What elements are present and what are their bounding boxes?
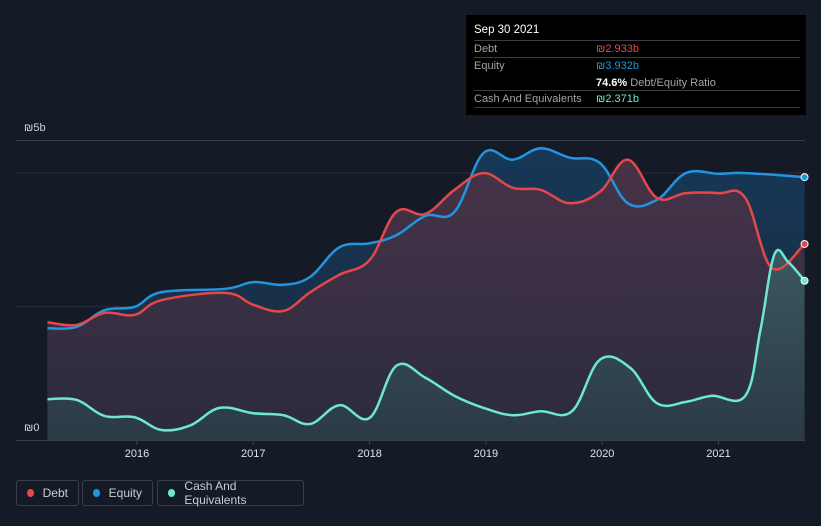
- tooltip: Sep 30 2021 Debt ₪2.933b Equity ₪3.932b …: [466, 15, 806, 115]
- equity-end-marker: [800, 173, 809, 182]
- legend-equity-label: Equity: [108, 486, 142, 500]
- cash-end-marker: [800, 276, 809, 285]
- tooltip-debt-label: Debt: [474, 43, 498, 55]
- tooltip-equity-row: Equity ₪3.932b 74.6% Debt/Equity Ratio: [474, 57, 800, 92]
- tooltip-ratio: 74.6% Debt/Equity Ratio: [596, 77, 716, 89]
- y-tick-zero: ₪0: [24, 422, 40, 434]
- legend-debt[interactable]: Debt: [16, 480, 79, 506]
- debt-end-marker: [800, 239, 809, 248]
- x-tick-label: 2017: [241, 448, 265, 460]
- debt-dot-icon: [27, 489, 34, 497]
- legend-cash-label: Cash And Equivalents: [184, 479, 247, 507]
- tooltip-cash-value: ₪2.371b: [596, 93, 639, 105]
- tooltip-date: Sep 30 2021: [474, 24, 540, 36]
- tooltip-cash-row: Cash And Equivalents ₪2.371b: [474, 90, 800, 108]
- tooltip-ratio-label: Debt/Equity Ratio: [630, 77, 716, 89]
- tooltip-equity-value: ₪3.932b: [596, 60, 639, 72]
- x-tick-label: 2019: [474, 448, 498, 460]
- debt-line: [47, 158, 806, 327]
- legend-cash[interactable]: Cash And Equivalents: [157, 479, 304, 507]
- x-tick-label: 2016: [125, 448, 149, 460]
- tooltip-equity-label: Equity: [474, 60, 505, 72]
- x-tick-label: 2021: [706, 448, 730, 460]
- legend-debt-label: Debt: [42, 486, 68, 500]
- cash-area: [47, 249, 805, 440]
- legend-equity[interactable]: Equity: [82, 480, 153, 506]
- tooltip-ratio-value: 74.6%: [596, 77, 628, 89]
- tooltip-debt-row: Debt ₪2.933b: [474, 40, 800, 58]
- cash-line: [47, 248, 806, 432]
- equity-dot-icon: [93, 489, 100, 497]
- cash-dot-icon: [168, 489, 176, 497]
- tooltip-debt-value: ₪2.933b: [596, 43, 639, 55]
- tooltip-cash-label: Cash And Equivalents: [474, 93, 582, 105]
- y-tick-max: ₪5b: [24, 122, 46, 134]
- x-tick-label: 2020: [590, 448, 614, 460]
- x-tick-label: 2018: [357, 448, 381, 460]
- equity-line: [47, 147, 805, 330]
